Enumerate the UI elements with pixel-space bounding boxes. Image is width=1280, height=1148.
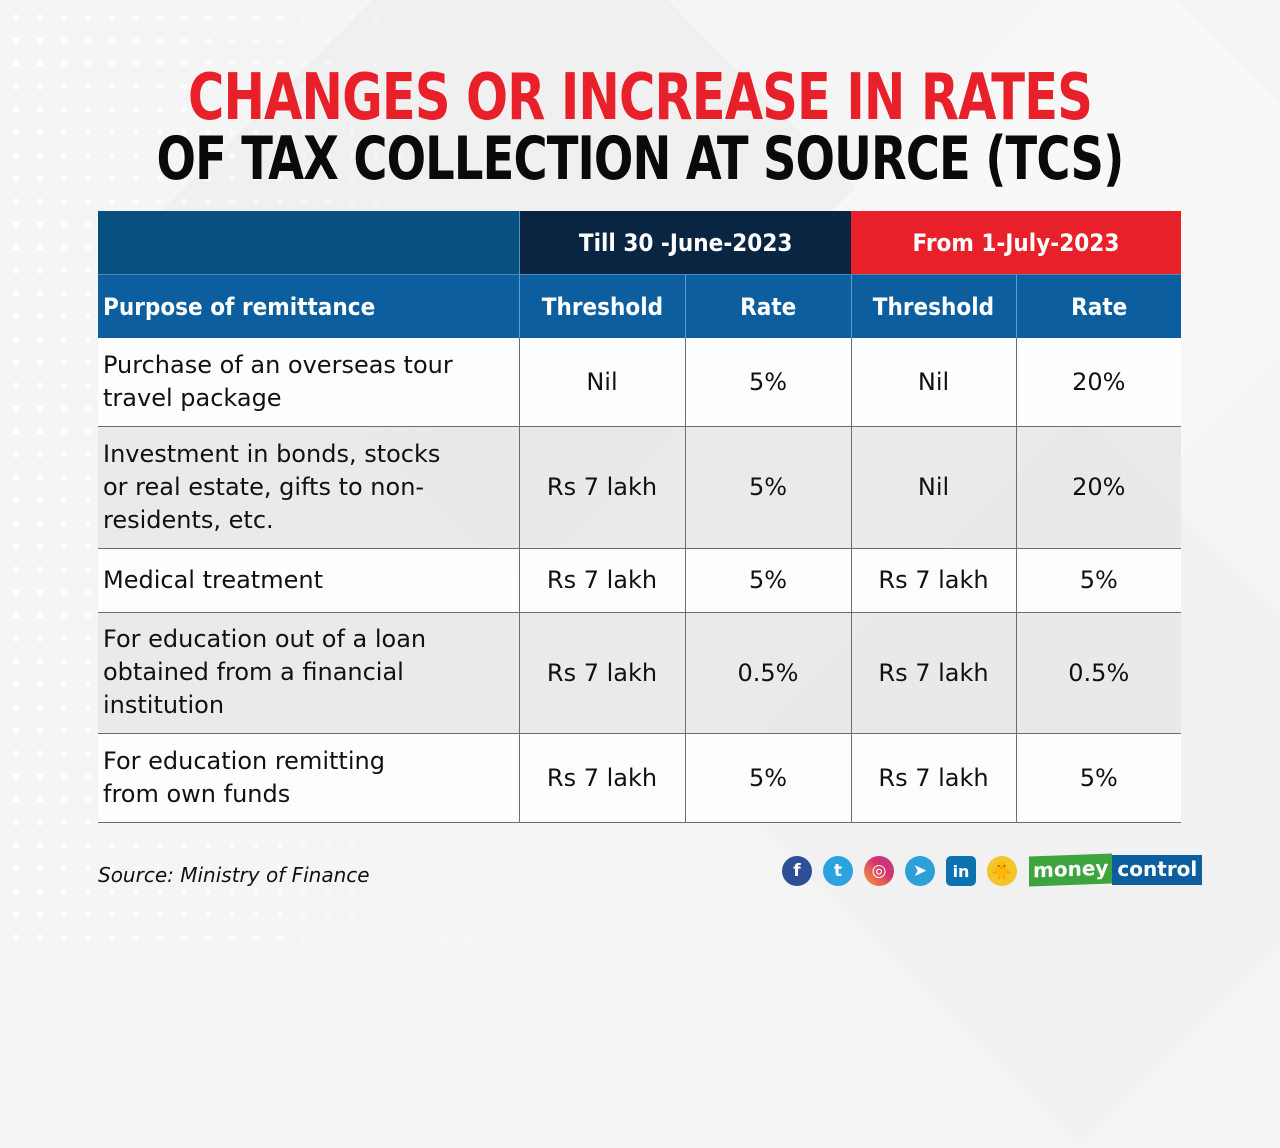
cell-threshold-old: Rs 7 lakh — [518, 733, 685, 823]
cell-threshold-new: Nil — [850, 338, 1017, 427]
cell-threshold-old: Nil — [518, 338, 685, 427]
group-header-from: From 1-July-2023 — [851, 211, 1182, 275]
source-note: Source: Ministry of Finance — [98, 863, 370, 887]
cell-threshold-old: Rs 7 lakh — [518, 426, 685, 549]
cell-rate-old: 5% — [684, 548, 852, 613]
cell-purpose: For education out of a loan obtained fro… — [98, 612, 519, 734]
column-header-rate-old: Rate — [684, 274, 852, 338]
group-header-from-label: From 1-July-2023 — [912, 228, 1120, 257]
cell-rate-old: 0.5% — [684, 612, 852, 734]
cell-rate-new: 5% — [1015, 733, 1182, 823]
cell-rate-new: 20% — [1015, 338, 1182, 427]
column-header-row: Purpose of remittance Threshold Rate Thr… — [98, 274, 1182, 338]
logo-part-control: control — [1112, 855, 1203, 885]
group-header-till: Till 30 -June-2023 — [518, 211, 852, 275]
cell-threshold-new: Rs 7 lakh — [850, 548, 1017, 613]
logo-part-money: money — [1029, 853, 1113, 887]
column-header-threshold-new: Threshold — [850, 274, 1017, 338]
moneycontrol-logo[interactable]: money control — [1029, 853, 1203, 887]
cell-rate-new: 5% — [1015, 548, 1182, 613]
header-blank-cell — [98, 211, 519, 275]
instagram-icon[interactable]: ◎ — [864, 856, 894, 886]
title-line-1: CHANGES OR INCREASE IN RATES — [187, 61, 1093, 135]
column-header-purpose-label: Purpose of remittance — [103, 292, 376, 321]
column-header-threshold-new-label: Threshold — [872, 292, 995, 321]
koo-icon[interactable]: 🐥 — [987, 856, 1017, 886]
column-header-rate-old-label: Rate — [739, 292, 797, 321]
column-header-purpose: Purpose of remittance — [98, 274, 519, 338]
cell-rate-old: 5% — [684, 733, 852, 823]
column-header-rate-new: Rate — [1015, 274, 1182, 338]
cell-threshold-new: Rs 7 lakh — [850, 733, 1017, 823]
table-row: Purchase of an overseas tour travel pack… — [98, 338, 1182, 427]
cell-rate-old: 5% — [684, 426, 852, 549]
column-header-threshold-old-label: Threshold — [541, 292, 663, 321]
cell-threshold-new: Nil — [850, 426, 1017, 549]
linkedin-icon[interactable]: in — [946, 856, 976, 886]
cell-purpose: Medical treatment — [98, 548, 519, 613]
cell-rate-new: 0.5% — [1015, 612, 1182, 734]
column-header-threshold-old: Threshold — [518, 274, 685, 338]
cell-purpose: Purchase of an overseas tour travel pack… — [98, 338, 519, 427]
table-row: For education remitting from own funds R… — [98, 733, 1182, 823]
cell-threshold-new: Rs 7 lakh — [850, 612, 1017, 734]
title-line-2: OF TAX COLLECTION AT SOURCE (TCS) — [156, 124, 1125, 194]
social-icons: f t ◎ ➤ in 🐥 — [782, 856, 1017, 886]
cell-threshold-old: Rs 7 lakh — [518, 548, 685, 613]
group-header-till-label: Till 30 -June-2023 — [578, 228, 793, 257]
cell-threshold-old: Rs 7 lakh — [518, 612, 685, 734]
cell-purpose: For education remitting from own funds — [98, 733, 519, 823]
tcs-rates-table: Till 30 -June-2023 From 1-July-2023 Purp… — [98, 211, 1182, 823]
table-row: Investment in bonds, stocks or real esta… — [98, 426, 1182, 549]
cell-purpose: Investment in bonds, stocks or real esta… — [98, 426, 519, 549]
table-row: Medical treatment Rs 7 lakh 5% Rs 7 lakh… — [98, 548, 1182, 613]
telegram-icon[interactable]: ➤ — [905, 856, 935, 886]
column-header-rate-new-label: Rate — [1070, 292, 1127, 321]
table-row: For education out of a loan obtained fro… — [98, 612, 1182, 734]
cell-rate-new: 20% — [1015, 426, 1182, 549]
twitter-icon[interactable]: t — [823, 856, 853, 886]
cell-rate-old: 5% — [684, 338, 852, 427]
facebook-icon[interactable]: f — [782, 856, 812, 886]
group-header-row: Till 30 -June-2023 From 1-July-2023 — [98, 211, 1182, 275]
